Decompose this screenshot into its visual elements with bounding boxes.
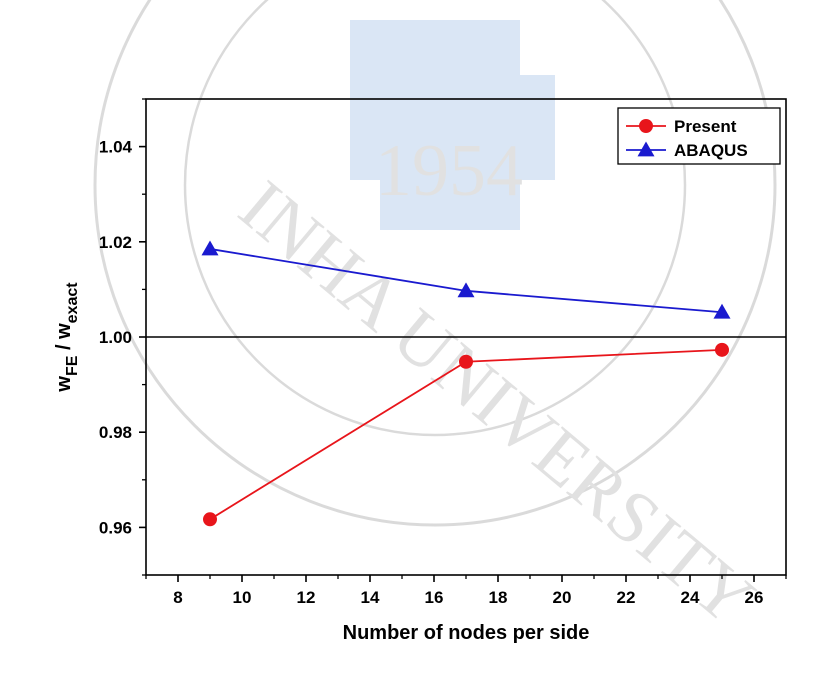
point-abaqus [713, 303, 731, 319]
point-abaqus [457, 282, 475, 298]
legend-label-abaqus: ABAQUS [674, 141, 748, 160]
y-axis-title: wFE / wexact [53, 282, 81, 393]
legend-label-present: Present [674, 117, 737, 136]
y-tick-label: 1.00 [99, 328, 132, 347]
legend: Present ABAQUS [617, 107, 781, 165]
x-tick-label: 24 [681, 588, 700, 607]
seal-emblem [350, 20, 555, 230]
x-tick-label: 12 [297, 588, 316, 607]
x-tick-label: 10 [233, 588, 252, 607]
seal-text: INHA UNIVERSITY [224, 165, 770, 641]
x-axis-title: Number of nodes per side [343, 622, 590, 644]
x-tick-label: 22 [617, 588, 636, 607]
watermark-seal: 1954 INHA UNIVERSITY [93, 0, 777, 642]
point-present [203, 512, 217, 527]
point-abaqus [201, 240, 219, 256]
y-tick-label: 1.04 [99, 138, 133, 157]
legend-marker-abaqus [637, 141, 655, 157]
x-tick-label: 14 [361, 588, 380, 607]
y-tick-label: 0.96 [99, 518, 132, 537]
y-axis-title-main: w [53, 376, 75, 393]
seal-inner-ring [183, 0, 687, 437]
axes: 8 10 12 14 16 18 20 22 24 26 0.96 0.98 1.00 1.02 1.04 [99, 98, 787, 607]
y-tick-label: 1.02 [99, 233, 132, 252]
x-tick-label: 18 [489, 588, 508, 607]
point-present [715, 342, 729, 357]
x-tick-label: 26 [745, 588, 764, 607]
x-tick-label: 8 [173, 588, 182, 607]
y-axis-title-sub2: exact [64, 282, 81, 324]
x-tick-label: 20 [553, 588, 572, 607]
legend-marker-present [639, 119, 653, 133]
series-layer [201, 240, 731, 527]
x-tick-label: 16 [425, 588, 444, 607]
y-axis-title-sub1: FE [64, 355, 81, 376]
point-present [459, 354, 473, 369]
y-tick-label: 0.98 [99, 423, 132, 442]
y-axis-title-mid: / w [53, 323, 75, 356]
seal-outer-ring [93, 0, 777, 527]
seal-year: 1954 [375, 130, 523, 212]
